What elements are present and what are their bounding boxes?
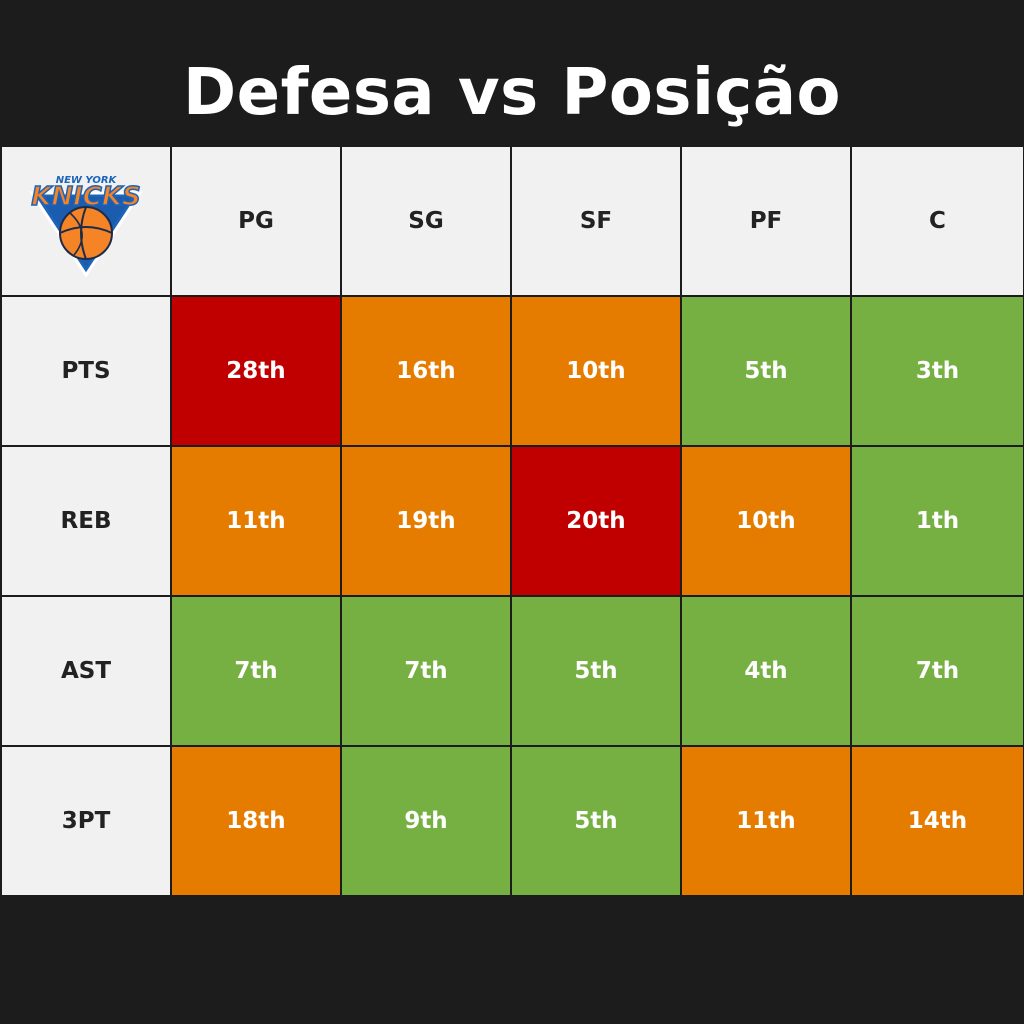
rank-cell: 11th [681, 746, 851, 896]
rank-cell: 10th [681, 446, 851, 596]
column-header-sg: SG [341, 146, 511, 296]
rank-cell: 7th [851, 596, 1024, 746]
defense-table: NEW YORK KNICKS PG SG SF PF C PTS 28th 1… [1, 146, 1024, 896]
rank-cell: 7th [171, 596, 341, 746]
column-header-pg: PG [171, 146, 341, 296]
rank-cell: 14th [851, 746, 1024, 896]
row-header-ast: AST [1, 596, 171, 746]
rank-cell: 11th [171, 446, 341, 596]
rank-cell: 7th [341, 596, 511, 746]
column-header-c: C [851, 146, 1024, 296]
rank-cell: 9th [341, 746, 511, 896]
row-header-pts: PTS [1, 296, 171, 446]
rank-cell: 5th [681, 296, 851, 446]
rank-cell: 1th [851, 446, 1024, 596]
column-header-sf: SF [511, 146, 681, 296]
rank-cell: 10th [511, 296, 681, 446]
logo-cell: NEW YORK KNICKS [1, 146, 171, 296]
logo-top-text: NEW YORK [56, 175, 118, 186]
rank-cell: 16th [341, 296, 511, 446]
rank-cell: 4th [681, 596, 851, 746]
rank-cell: 18th [171, 746, 341, 896]
logo-main-text: KNICKS [31, 182, 141, 212]
rank-cell: 20th [511, 446, 681, 596]
rank-cell: 3th [851, 296, 1024, 446]
new-york-knicks-logo-icon: NEW YORK KNICKS [29, 175, 143, 278]
column-header-pf: PF [681, 146, 851, 296]
row-header-reb: REB [1, 446, 171, 596]
row-header-3pt: 3PT [1, 746, 171, 896]
rank-cell: 5th [511, 746, 681, 896]
rank-cell: 19th [341, 446, 511, 596]
rank-cell: 28th [171, 296, 341, 446]
rank-cell: 5th [511, 596, 681, 746]
team-logo: NEW YORK KNICKS [22, 161, 150, 279]
page-title: Defesa vs Posição [183, 56, 841, 130]
